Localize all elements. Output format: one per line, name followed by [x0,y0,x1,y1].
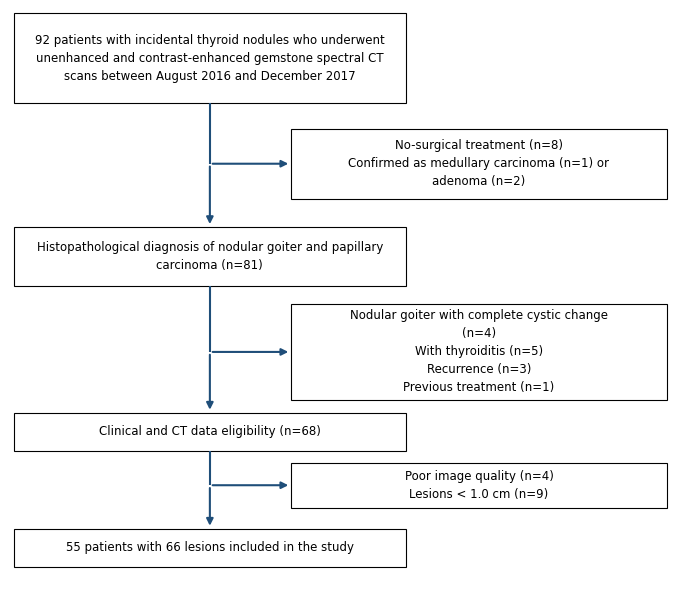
Text: Poor image quality (n=4)
Lesions < 1.0 cm (n=9): Poor image quality (n=4) Lesions < 1.0 c… [405,470,553,500]
Text: 92 patients with incidental thyroid nodules who underwent
unenhanced and contras: 92 patients with incidental thyroid nodu… [35,34,385,82]
FancyBboxPatch shape [14,413,406,451]
FancyBboxPatch shape [14,227,406,286]
Text: No-surgical treatment (n=8)
Confirmed as medullary carcinoma (n=1) or
adenoma (n: No-surgical treatment (n=8) Confirmed as… [349,139,609,188]
FancyBboxPatch shape [291,304,667,400]
FancyBboxPatch shape [14,528,406,568]
FancyBboxPatch shape [291,463,667,508]
FancyBboxPatch shape [14,13,406,103]
Text: 55 patients with 66 lesions included in the study: 55 patients with 66 lesions included in … [66,541,354,554]
Text: Histopathological diagnosis of nodular goiter and papillary
carcinoma (n=81): Histopathological diagnosis of nodular g… [37,241,383,272]
Text: Nodular goiter with complete cystic change
(n=4)
With thyroiditis (n=5)
Recurren: Nodular goiter with complete cystic chan… [350,310,608,394]
FancyBboxPatch shape [291,129,667,199]
Text: Clinical and CT data eligibility (n=68): Clinical and CT data eligibility (n=68) [99,425,321,438]
